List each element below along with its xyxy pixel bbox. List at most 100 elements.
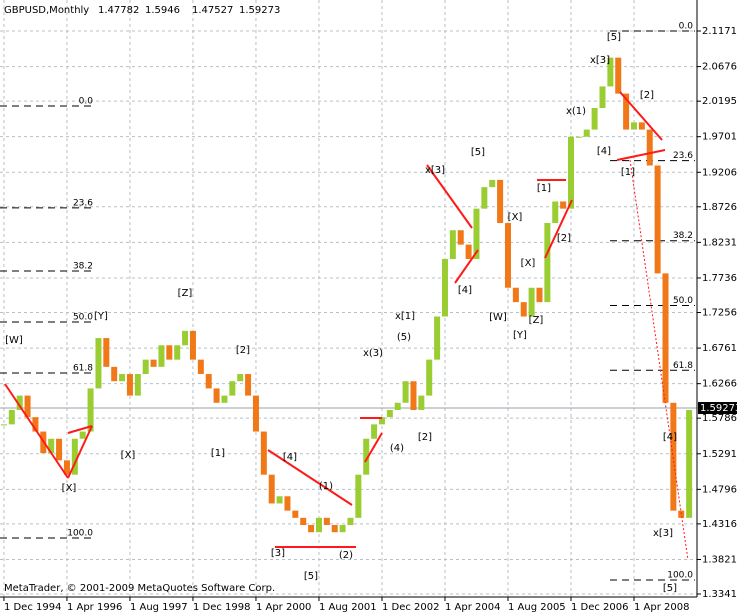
candle	[560, 201, 567, 209]
candle	[276, 496, 283, 504]
x-tick-label: 1 Dec 2006	[571, 602, 629, 613]
candle	[205, 374, 212, 389]
wave-label: x[3]	[590, 55, 610, 66]
candle	[308, 525, 315, 533]
x-tick-label: 1 Apr 2000	[256, 602, 311, 613]
y-tick-label: 1.43160	[702, 519, 737, 530]
candle	[418, 395, 425, 410]
trendlines	[4, 91, 689, 561]
fib-label: 100.0	[667, 571, 693, 581]
x-tick-label: 1 Dec 2002	[382, 602, 440, 613]
candle	[441, 258, 448, 317]
x-tick-label: 1 Dec 1994	[4, 602, 62, 613]
candle	[567, 136, 574, 209]
candle	[528, 287, 535, 317]
candle	[16, 395, 23, 410]
wave-label: (1)	[319, 481, 333, 492]
trendline	[67, 425, 93, 434]
trendline	[364, 432, 383, 463]
ohlc: 1.47782 1.5946 1.47527 1.59273	[98, 5, 280, 16]
trendline	[616, 149, 666, 161]
wave-label: (5)	[397, 332, 411, 343]
y-tick-label: 1.38210	[702, 554, 737, 565]
candle	[355, 474, 362, 518]
fib-label: 23.6	[73, 198, 93, 208]
candle	[213, 388, 220, 403]
x-tick-label: 1 Aug 1997	[130, 602, 188, 613]
wave-label: x[1]	[395, 311, 415, 322]
candle	[48, 438, 55, 454]
candle	[0, 424, 7, 426]
candle	[591, 107, 598, 130]
wave-label: [2]	[640, 90, 654, 101]
candle	[615, 57, 622, 94]
wave-label: [Z]	[529, 315, 544, 326]
candle	[284, 496, 291, 511]
wave-label: [2]	[236, 345, 250, 356]
candle	[607, 57, 614, 87]
candle	[150, 359, 157, 367]
wave-label: [4]	[597, 146, 611, 157]
candle	[339, 525, 346, 533]
ohlc-value: 1.47527	[192, 5, 233, 16]
candle	[544, 223, 551, 303]
candle	[646, 129, 653, 166]
candle	[670, 402, 677, 511]
candle	[111, 366, 118, 382]
y-tick-label: 1.52910	[702, 449, 737, 460]
candle	[182, 330, 189, 346]
candle	[95, 338, 102, 389]
wave-label: [5]	[663, 583, 677, 594]
candle	[434, 316, 441, 360]
candle	[426, 359, 433, 396]
wave-label: [X]	[521, 258, 536, 269]
trendline	[544, 199, 573, 259]
candle	[32, 417, 39, 432]
candle	[363, 438, 370, 475]
y-tick-label: 1.92060	[702, 167, 737, 178]
candle	[402, 381, 409, 403]
fib-label: 38.2	[73, 262, 93, 272]
candles	[0, 57, 693, 533]
candle	[552, 201, 559, 224]
fib-label: 100.0	[67, 528, 93, 538]
fib-label: 50.0	[673, 296, 693, 306]
candle	[189, 330, 196, 360]
candle	[347, 517, 354, 526]
fib-label: 0.0	[679, 21, 694, 31]
y-tick-label: 1.97010	[702, 132, 737, 143]
candle	[119, 374, 126, 382]
x-tick-label: 1 Aug 2005	[508, 602, 566, 613]
wave-label: [5]	[304, 571, 318, 582]
candle	[221, 395, 228, 403]
y-tick-label: 1.47960	[702, 484, 737, 495]
fibonacci: 0.0 23.6 38.2 50.0 61.8 100.0 0.0 23.6 38.2 50.0 6…	[0, 21, 695, 581]
wave-label: [W]	[5, 335, 23, 346]
candle	[465, 244, 472, 259]
candle	[520, 302, 527, 317]
wave-label: x[3]	[653, 528, 673, 539]
wave-label: x(3)	[363, 348, 383, 359]
candle	[371, 424, 378, 439]
candle	[638, 122, 645, 130]
candle	[142, 359, 149, 375]
y-tick-label: 1.82310	[702, 237, 737, 248]
candle	[331, 525, 338, 533]
candle	[583, 129, 590, 137]
ohlc-value: 1.47782	[98, 5, 139, 16]
candle	[134, 374, 141, 396]
candle	[575, 136, 582, 138]
wave-label: x(1)	[566, 106, 586, 117]
y-tick-label: 1.77360	[702, 273, 737, 284]
annotations: [W] [X] [Y] [X] [Z] [1] [2] [4] [3] [5] (1) (2) x(3)…	[5, 32, 677, 594]
candle	[158, 345, 165, 367]
candle	[252, 395, 259, 432]
candle	[323, 517, 330, 526]
wave-label: [W]	[489, 312, 507, 323]
y-tick-label: 1.62660	[702, 379, 737, 390]
candle	[473, 208, 480, 259]
candle	[378, 417, 385, 425]
fib-label: 50.0	[73, 312, 93, 322]
